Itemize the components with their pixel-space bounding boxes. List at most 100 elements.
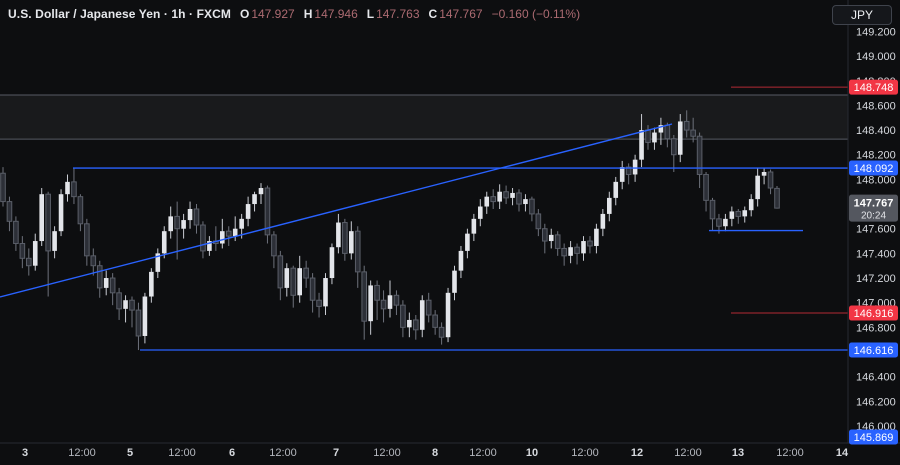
candle-body: [84, 223, 90, 257]
candle-body: [258, 188, 264, 195]
candle-body: [239, 218, 244, 229]
candle-body: [45, 193, 51, 252]
price-tick-label: 149.200: [856, 26, 896, 38]
candle-body: [774, 187, 780, 209]
blue-price-label: [849, 429, 898, 445]
candle-body: [742, 210, 748, 217]
candle-body: [478, 206, 483, 219]
candle-body: [587, 240, 593, 247]
time-tick-label: 12:00: [373, 447, 401, 459]
blue-price-label: [849, 160, 898, 176]
candle-body: [323, 278, 328, 307]
candle-body: [174, 215, 180, 230]
red-price-label-text: 146.916: [854, 308, 894, 320]
red-price-label: [849, 305, 898, 321]
time-tick-day-label: 6: [229, 447, 235, 459]
candle-body: [181, 220, 186, 229]
candle-body: [329, 247, 335, 279]
candle-body: [58, 194, 64, 232]
time-tick-label: 12:00: [674, 447, 702, 459]
candle-body: [748, 199, 754, 211]
candle-body: [458, 250, 464, 271]
candle-body: [77, 196, 84, 225]
candle-body: [600, 213, 606, 229]
time-tick-label: 12:00: [68, 447, 96, 459]
price-tick-label: 146.200: [856, 396, 896, 408]
candle-body: [542, 228, 548, 242]
candle-body: [413, 319, 419, 331]
candle-body: [109, 277, 116, 294]
price-tick-label: 147.400: [856, 248, 896, 260]
candle-body: [445, 292, 451, 338]
candle-body: [755, 175, 760, 200]
candle-body: [149, 271, 154, 297]
candle-body: [142, 296, 148, 336]
candle-body: [220, 231, 225, 244]
candle-body: [696, 135, 703, 175]
time-tick-day-label: 5: [127, 447, 133, 459]
candle-body: [90, 255, 97, 267]
candle-body: [716, 218, 722, 227]
blue-price-label-text: 145.869: [854, 432, 894, 444]
candle-body: [407, 319, 412, 328]
current-price-text: 147.767: [854, 198, 894, 210]
candle-body: [703, 173, 709, 201]
candle-body: [103, 278, 109, 288]
price-zone-rectangle[interactable]: [0, 95, 848, 140]
candle-body: [361, 271, 367, 322]
candle-body: [594, 228, 599, 246]
candle-body: [277, 255, 284, 289]
candle-body: [65, 181, 70, 195]
symbol-title[interactable]: U.S. Dollar / Japanese Yen · 1h · FXCM: [8, 7, 231, 21]
candle-body: [303, 267, 309, 279]
candle-body: [683, 120, 690, 131]
candle-body: [0, 172, 6, 203]
time-tick-day-label: 12: [631, 447, 643, 459]
candle-body: [554, 234, 561, 249]
price-tick-label: 148.600: [856, 100, 896, 112]
candle-body: [535, 213, 542, 230]
candle-body: [393, 294, 400, 306]
time-tick-day-label: 7: [333, 447, 339, 459]
red-price-label: [849, 79, 898, 95]
time-tick-day-label: 3: [22, 447, 28, 459]
candle-body: [380, 299, 387, 310]
candle-body: [155, 253, 161, 272]
red-price-label-text: 148.748: [854, 82, 894, 94]
candle-body: [658, 125, 664, 133]
candle-body: [71, 181, 77, 198]
candle-body: [368, 285, 373, 322]
candle-body: [297, 268, 302, 296]
candle-body: [613, 181, 619, 198]
candle-body: [129, 299, 135, 311]
price-tick-label: 148.200: [856, 150, 896, 162]
candle-body: [639, 130, 644, 160]
candle-body: [516, 192, 522, 205]
candle-body: [290, 267, 297, 296]
candle-body: [645, 129, 651, 143]
trendline-drawing[interactable]: [0, 123, 673, 298]
candle-body: [607, 197, 612, 214]
candle-body: [497, 191, 502, 202]
candle-body: [245, 204, 251, 219]
candle-body: [264, 187, 271, 236]
currency-badge[interactable]: JPY: [832, 5, 892, 25]
candle-body: [723, 218, 728, 227]
candle-body: [729, 211, 735, 219]
candle-body: [465, 233, 470, 251]
candle-body: [32, 241, 38, 266]
candle-body: [252, 194, 257, 205]
candle-body: [354, 230, 361, 273]
candle-body: [529, 198, 535, 215]
time-tick-label: 12:00: [469, 447, 497, 459]
ohlc-high: H 147.946: [303, 7, 358, 21]
candle-body: [490, 196, 496, 203]
ohlc-close: C 147.767: [428, 7, 483, 21]
candle-body: [19, 243, 26, 259]
candle-body: [52, 231, 57, 251]
candle-body: [664, 124, 671, 140]
candle-body: [161, 231, 167, 254]
change-value: −0.160 (−0.11%): [491, 7, 581, 21]
symbol-legend: U.S. Dollar / Japanese Yen · 1h · FXCM O…: [8, 7, 580, 21]
